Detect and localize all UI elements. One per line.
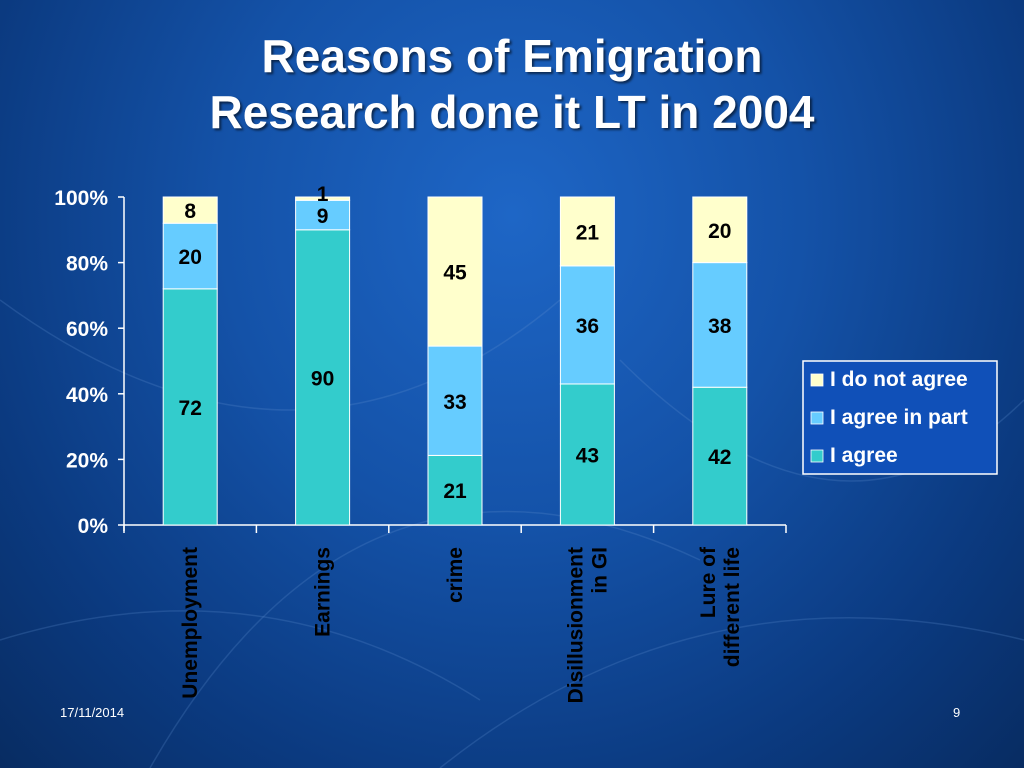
bar-segment <box>295 229 351 526</box>
data-label: 45 <box>443 262 467 285</box>
data-label: 1 <box>317 183 329 206</box>
slide-title: Reasons of Emigration Research done it L… <box>0 28 1024 140</box>
data-label: 33 <box>443 391 466 414</box>
data-label: 90 <box>311 367 334 390</box>
y-tick-label: 40% <box>66 384 108 407</box>
legend-swatch <box>810 449 824 463</box>
data-label: 9 <box>317 205 329 228</box>
bar-segment <box>162 196 218 224</box>
legend-box <box>802 360 998 475</box>
bar-segment <box>427 454 483 526</box>
bar-segment <box>427 196 483 347</box>
title-line-2: Research done it LT in 2004 <box>209 86 815 138</box>
data-label: 38 <box>708 315 732 338</box>
category-label: in GI <box>588 547 611 594</box>
category-label: Lure of <box>697 546 720 618</box>
bar-segment <box>692 386 748 526</box>
bar-segment <box>559 383 615 526</box>
data-label: 8 <box>184 200 196 223</box>
data-label: 21 <box>443 480 467 503</box>
bar-segment <box>295 196 351 201</box>
bar-segment <box>162 222 218 290</box>
bar-segment <box>295 199 351 231</box>
data-label: 42 <box>708 446 731 469</box>
title-line-1: Reasons of Emigration <box>261 30 763 82</box>
y-tick-label: 60% <box>66 318 108 341</box>
y-tick-label: 100% <box>54 187 108 210</box>
bar-segment <box>692 196 748 264</box>
legend-label: I agree <box>830 444 898 467</box>
bar-segment <box>692 262 748 388</box>
data-label: 72 <box>179 397 202 420</box>
bar-segment <box>559 265 615 385</box>
y-tick-label: 80% <box>66 253 108 276</box>
category-label: crime <box>444 547 467 603</box>
category-label: Earnings <box>312 547 335 637</box>
footer-date: 17/11/2014 <box>60 705 125 720</box>
y-tick-label: 20% <box>66 449 108 472</box>
data-label: 43 <box>576 444 599 467</box>
data-label: 21 <box>576 221 600 244</box>
category-label: Unemployment <box>179 547 202 699</box>
legend-swatch <box>810 373 824 387</box>
category-label: different life <box>721 547 744 667</box>
category-label: Disillusionment <box>564 547 587 703</box>
data-label: 20 <box>179 246 202 269</box>
legend-label: I agree in part <box>830 406 968 429</box>
page-number: 9 <box>953 705 961 720</box>
data-label: 36 <box>576 315 599 338</box>
y-tick-label: 0% <box>78 515 109 538</box>
data-label: 20 <box>708 220 731 243</box>
legend-label: I do not agree <box>830 368 968 391</box>
legend-swatch <box>810 411 824 425</box>
bar-segment <box>427 345 483 456</box>
bar-segment <box>559 196 615 267</box>
